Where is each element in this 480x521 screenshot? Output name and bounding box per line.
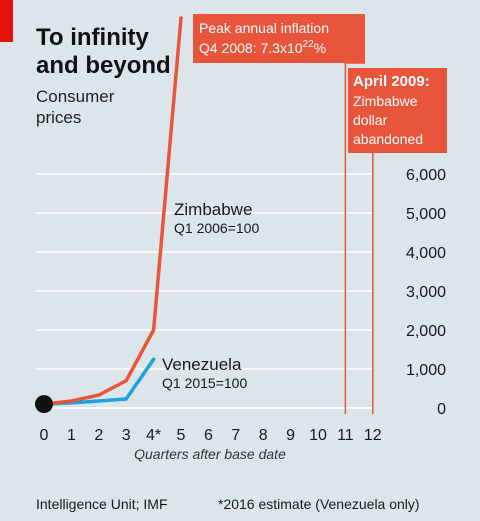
accent-bar <box>0 0 13 42</box>
x-tick-label: 4* <box>146 427 161 444</box>
annotation-abandon-line1: April 2009: <box>353 73 430 90</box>
footnote-text: *2016 estimate (Venezuela only) <box>218 496 420 512</box>
series-label-venezuela: Venezuela <box>162 355 242 374</box>
annotation-abandon-box <box>348 68 447 153</box>
x-tick-label: 10 <box>309 427 327 444</box>
base-point-dot <box>35 395 53 414</box>
series-label-zimbabwe: Zimbabwe <box>174 200 252 219</box>
annotation-peak-value: Q4 2008: 7.3x10 <box>199 40 303 56</box>
annotation-peak-line2: Q4 2008: 7.3x1022% <box>199 39 326 56</box>
y-tick-label: 6,000 <box>406 167 446 184</box>
y-tick-label: 5,000 <box>406 206 446 223</box>
x-axis-title: Quarters after base date <box>134 446 286 462</box>
annotation-peak-exponent: 22 <box>303 39 315 50</box>
series-note-zimbabwe: Q1 2006=100 <box>174 220 259 236</box>
x-tick-labels: 0 1 2 3 4* 5 6 7 8 9 10 11 12 <box>40 427 382 444</box>
series-note-venezuela: Q1 2015=100 <box>162 375 247 391</box>
x-tick-label: 6 <box>204 427 213 444</box>
x-tick-label: 2 <box>94 427 103 444</box>
y-tick-labels: 0 1,000 2,000 3,000 4,000 5,000 6,000 <box>406 167 446 418</box>
annotation-abandon-line2: Zimbabwe <box>353 93 418 109</box>
series-line-zimbabwe <box>42 16 183 406</box>
x-tick-label: 8 <box>259 427 268 444</box>
source-text: Intelligence Unit; IMF <box>36 496 168 512</box>
chart-subtitle-line2: prices <box>36 108 81 127</box>
chart-title-line1: To infinity <box>36 24 150 51</box>
chart-title-line2: and beyond <box>36 52 171 79</box>
annotation-peak-box <box>193 14 365 63</box>
y-tick-label: 4,000 <box>406 245 446 262</box>
y-tick-label: 3,000 <box>406 284 446 301</box>
y-tick-label: 2,000 <box>406 323 446 340</box>
annotation-peak-line1: Peak annual inflation <box>199 20 329 36</box>
x-tick-label: 11 <box>337 427 354 444</box>
y-tick-label: 0 <box>437 401 446 418</box>
x-tick-label: 7 <box>231 427 240 444</box>
x-tick-label: 1 <box>67 427 76 444</box>
grid-lines <box>36 173 372 409</box>
y-tick-label: 1,000 <box>406 362 446 379</box>
x-tick-label: 5 <box>177 427 186 444</box>
chart-subtitle-line1: Consumer <box>36 87 115 106</box>
x-tick-label: 9 <box>286 427 295 444</box>
series-line-venezuela <box>42 357 156 406</box>
x-tick-label: 12 <box>364 427 382 444</box>
x-tick-label: 3 <box>122 427 131 444</box>
x-tick-label: 0 <box>40 427 49 444</box>
annotation-peak-percent: % <box>314 40 326 56</box>
annotation-abandon-line3: dollar <box>353 112 388 128</box>
annotation-abandon-line4: abandoned <box>353 131 423 147</box>
